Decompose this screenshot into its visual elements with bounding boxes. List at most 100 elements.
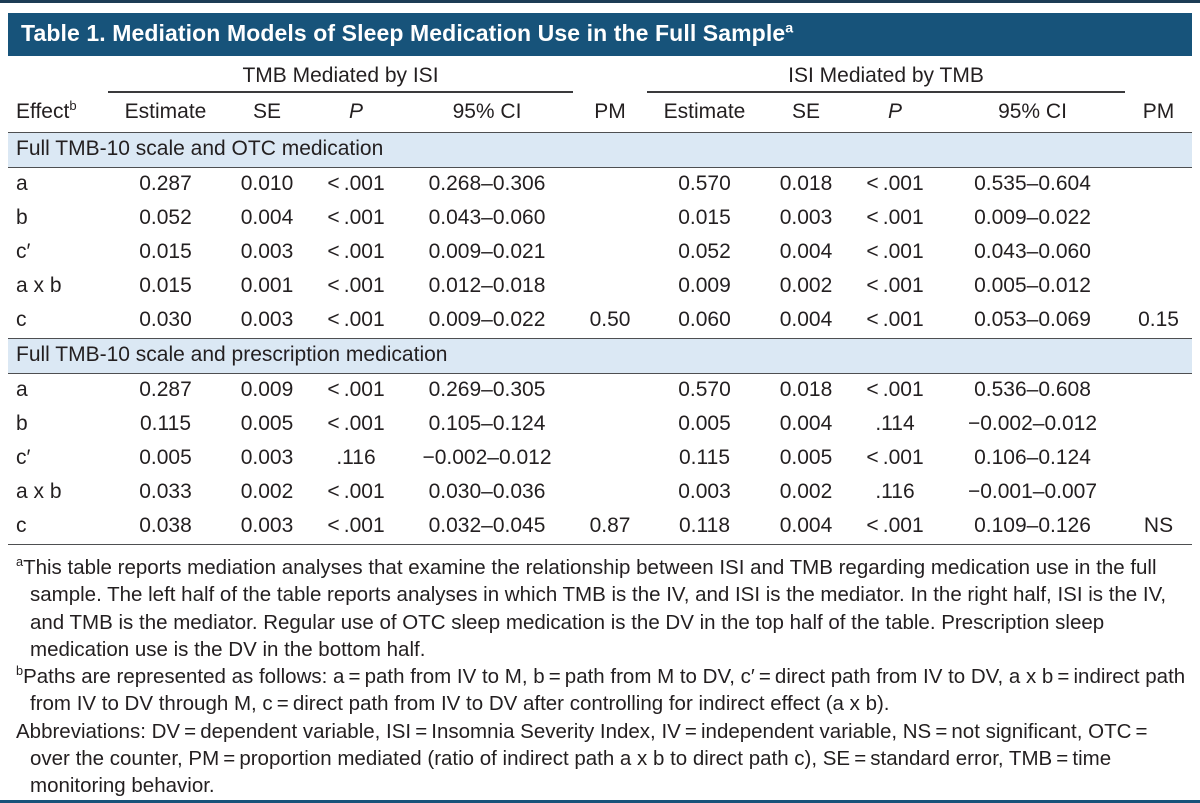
value-cell: < .001 <box>327 480 385 503</box>
section-header-row: Full TMB-10 scale and prescription medic… <box>8 338 1192 374</box>
effect-cell: a x b <box>16 480 62 503</box>
value-cell: .116 <box>336 446 376 469</box>
value-cell: 0.570 <box>678 172 731 195</box>
col-header-p-left: P <box>348 100 363 123</box>
value-cell: 0.043–0.060 <box>974 240 1091 263</box>
section-header-label: Full TMB-10 scale and OTC medication <box>8 132 1192 168</box>
value-cell: 0.105–0.124 <box>428 412 546 435</box>
effect-cell: c′ <box>16 240 31 263</box>
value-cell: 0.001 <box>240 274 294 297</box>
effect-cell: b <box>16 412 28 435</box>
footnote-a-text: This table reports mediation analyses th… <box>23 556 1167 661</box>
footnote-abbreviations-text: Abbreviations: DV = dependent variable, … <box>16 719 1152 798</box>
value-cell: 0.003 <box>678 480 731 503</box>
value-cell: < .001 <box>866 446 924 469</box>
value-cell: 0.010 <box>240 172 294 195</box>
value-cell <box>1125 476 1192 510</box>
value-cell <box>573 408 647 442</box>
data-row: a 0.287 0.009 < .001 0.269–0.305 0.570 0.018 < … <box>8 374 1192 409</box>
group-header-left: TMB Mediated by ISI <box>108 58 573 93</box>
value-cell: 0.535–0.604 <box>974 172 1091 195</box>
data-row: c 0.038 0.003 < .001 0.032–0.045 0.87 0.118 0.0… <box>8 510 1192 545</box>
value-cell: < .001 <box>327 240 385 263</box>
effect-cell: a <box>16 172 28 195</box>
value-cell: 0.060 <box>678 308 731 331</box>
table-title: Table 1. Mediation Models of Sleep Medic… <box>21 20 786 46</box>
value-cell: NS <box>1143 514 1174 537</box>
effect-cell: c <box>16 308 27 331</box>
value-cell: .116 <box>875 480 915 503</box>
data-row: b 0.115 0.005 < .001 0.105–0.124 0.005 0.004 .1… <box>8 408 1192 442</box>
data-row: a x b 0.033 0.002 < .001 0.030–0.036 0.003 0.0… <box>8 476 1192 510</box>
footnote-b-marker: b <box>16 663 24 679</box>
value-cell: 0.009 <box>678 274 731 297</box>
value-cell: 0.005–0.012 <box>974 274 1091 297</box>
value-cell: 0.003 <box>240 514 294 537</box>
col-header-effect-marker: b <box>69 97 77 113</box>
value-cell <box>573 442 647 476</box>
data-row: a 0.287 0.010 < .001 0.268–0.306 0.570 0.018 < … <box>8 168 1192 203</box>
group-header-row: TMB Mediated by ISI ISI Mediated by TMB <box>8 58 1192 93</box>
value-cell: 0.287 <box>139 378 192 401</box>
value-cell: 0.115 <box>679 446 730 469</box>
value-cell: < .001 <box>327 206 385 229</box>
group-header-right: ISI Mediated by TMB <box>647 58 1125 93</box>
value-cell: < .001 <box>866 274 924 297</box>
value-cell: .114 <box>875 412 915 435</box>
footnote-b-text: Paths are represented as follows: a = pa… <box>23 665 1186 716</box>
value-cell: 0.287 <box>139 172 192 195</box>
col-header-effect-label: Effect <box>16 99 70 123</box>
value-cell: −0.001–0.007 <box>967 480 1098 503</box>
value-cell: 0.570 <box>678 378 731 401</box>
table-title-bar: Table 1. Mediation Models of Sleep Medic… <box>8 13 1192 56</box>
value-cell: < .001 <box>327 274 385 297</box>
value-cell: 0.030 <box>139 308 192 331</box>
footnotes: aThis table reports mediation analyses t… <box>8 545 1192 799</box>
spacer-cell <box>573 58 647 92</box>
data-row: c′ 0.005 0.003 .116 −0.002–0.012 0.115 0.005 < … <box>8 442 1192 476</box>
value-cell: 0.003 <box>240 240 294 263</box>
value-cell: 0.015 <box>139 274 192 297</box>
value-cell: 0.038 <box>139 514 192 537</box>
effect-cell: c′ <box>16 446 31 469</box>
spacer-cell <box>1125 58 1192 92</box>
data-row: c′ 0.015 0.003 < .001 0.009–0.021 0.052 0.004 <… <box>8 236 1192 270</box>
value-cell: 0.004 <box>779 308 833 331</box>
value-cell: 0.002 <box>240 480 294 503</box>
value-cell: 0.118 <box>679 514 730 537</box>
mediation-table: TMB Mediated by ISI ISI Mediated by TMB … <box>8 58 1192 545</box>
value-cell: 0.053–0.069 <box>974 308 1091 331</box>
value-cell: 0.003 <box>240 308 294 331</box>
value-cell: −0.002–0.012 <box>967 412 1098 435</box>
value-cell: < .001 <box>866 172 924 195</box>
value-cell <box>573 168 647 203</box>
value-cell: 0.005 <box>779 446 833 469</box>
table-title-footnote-marker: a <box>785 20 794 37</box>
value-cell: 0.004 <box>779 240 833 263</box>
col-header-pm-left: PM <box>594 99 626 123</box>
col-header-se-left: SE <box>252 100 281 123</box>
effect-cell: b <box>16 206 28 229</box>
value-cell: < .001 <box>866 514 924 537</box>
value-cell: 0.002 <box>779 480 833 503</box>
col-header-estimate-left: Estimate <box>124 100 207 123</box>
value-cell: 0.004 <box>779 514 833 537</box>
value-cell: < .001 <box>327 172 385 195</box>
effect-cell: c <box>16 514 27 537</box>
section-header-row: Full TMB-10 scale and OTC medication <box>8 132 1192 168</box>
value-cell: 0.536–0.608 <box>974 378 1091 401</box>
col-header-estimate-right: Estimate <box>663 100 746 123</box>
value-cell: 0.87 <box>589 514 631 537</box>
value-cell: 0.030–0.036 <box>428 480 546 503</box>
footnote-a: aThis table reports mediation analyses t… <box>16 554 1188 663</box>
value-cell: 0.003 <box>240 446 294 469</box>
value-cell <box>1125 236 1192 270</box>
value-cell: 0.018 <box>779 378 833 401</box>
value-cell: < .001 <box>327 412 385 435</box>
col-header-effect: Effectb <box>8 92 108 133</box>
value-cell: < .001 <box>327 378 385 401</box>
col-header-pm-right: PM <box>1142 99 1175 123</box>
value-cell: −0.002–0.012 <box>422 446 552 469</box>
value-cell <box>1125 442 1192 476</box>
value-cell: < .001 <box>866 308 924 331</box>
